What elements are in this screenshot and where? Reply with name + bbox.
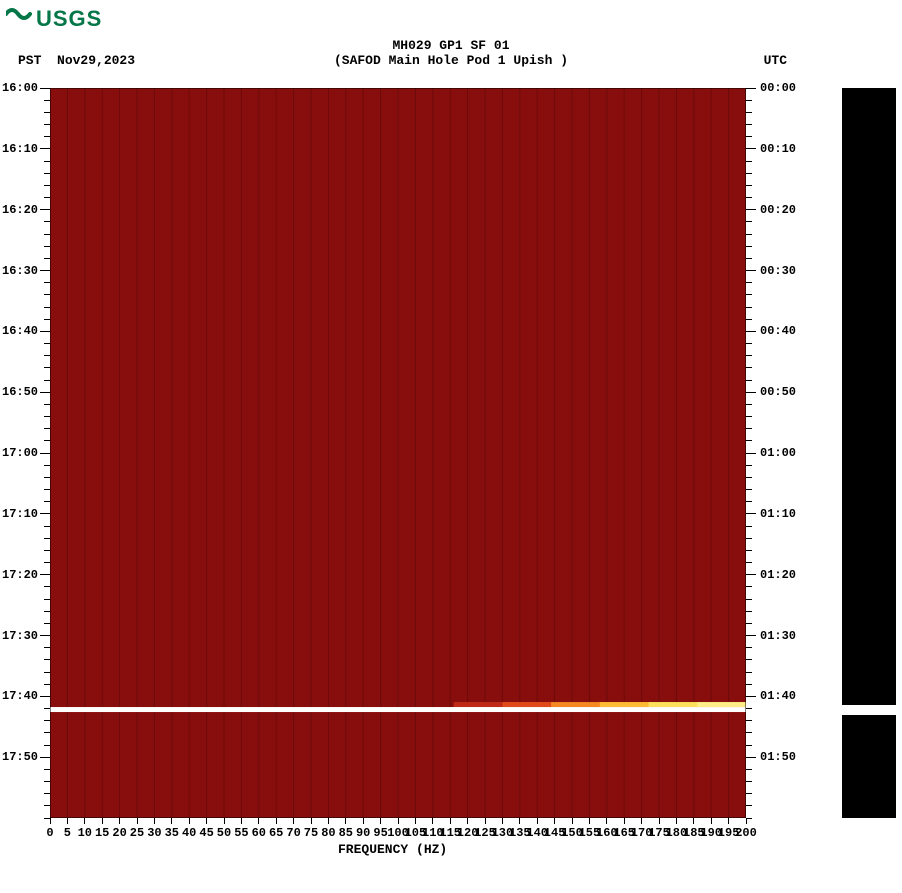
side-panel-top [842, 88, 896, 705]
x-tick-label: 25 [130, 826, 144, 840]
y-left-label: 17:20 [2, 568, 38, 582]
x-tick-label: 75 [304, 826, 318, 840]
x-axis-label: FREQUENCY (HZ) [338, 842, 447, 857]
header-right: UTC [764, 53, 787, 68]
x-tick-label: 30 [147, 826, 161, 840]
y-right-label: 01:50 [760, 750, 796, 764]
title-line1: MH029 GP1 SF 01 [0, 38, 902, 53]
y-left-label: 16:50 [2, 385, 38, 399]
x-tick-label: 95 [373, 826, 387, 840]
svg-text:USGS: USGS [36, 6, 102, 31]
y-right-label: 01:20 [760, 568, 796, 582]
side-colorbar [842, 88, 896, 818]
y-left-label: 16:20 [2, 203, 38, 217]
x-tick-label: 65 [269, 826, 283, 840]
y-left-label: 16:00 [2, 81, 38, 95]
x-tick-label: 0 [46, 826, 53, 840]
y-right-label: 01:00 [760, 446, 796, 460]
x-tick-label: 60 [252, 826, 266, 840]
y-right-label: 00:30 [760, 264, 796, 278]
y-left-label: 16:40 [2, 324, 38, 338]
side-panel-bottom [842, 715, 896, 818]
x-tick-label: 15 [95, 826, 109, 840]
x-tick-label: 55 [234, 826, 248, 840]
right-tz: UTC [764, 53, 787, 68]
x-tick-label: 40 [182, 826, 196, 840]
y-left-label: 17:10 [2, 507, 38, 521]
y-left-label: 16:30 [2, 264, 38, 278]
y-left-label: 17:00 [2, 446, 38, 460]
y-right-label: 01:40 [760, 689, 796, 703]
left-date: Nov29,2023 [57, 53, 135, 68]
plot-svg [50, 88, 746, 818]
header-left: PST Nov29,2023 [18, 53, 135, 68]
y-right-label: 00:20 [760, 203, 796, 217]
y-right-label: 01:30 [760, 629, 796, 643]
y-left-label: 17:40 [2, 689, 38, 703]
x-tick-label: 20 [112, 826, 126, 840]
left-tz: PST [18, 53, 41, 68]
x-tick-label: 45 [199, 826, 213, 840]
y-left-label: 17:50 [2, 750, 38, 764]
y-right-label: 00:10 [760, 142, 796, 156]
x-tick-label: 50 [217, 826, 231, 840]
x-tick-label: 5 [64, 826, 71, 840]
usgs-logo: USGS [6, 4, 106, 32]
y-right-label: 00:00 [760, 81, 796, 95]
x-tick-label: 85 [339, 826, 353, 840]
y-left-label: 17:30 [2, 629, 38, 643]
x-tick-label: 70 [286, 826, 300, 840]
y-right-label: 01:10 [760, 507, 796, 521]
y-left-label: 16:10 [2, 142, 38, 156]
x-tick-label: 35 [165, 826, 179, 840]
x-tick-label: 80 [321, 826, 335, 840]
x-tick-label: 90 [356, 826, 370, 840]
y-right-label: 00:40 [760, 324, 796, 338]
x-tick-label: 10 [78, 826, 92, 840]
y-right-label: 00:50 [760, 385, 796, 399]
x-tick-label: 200 [735, 826, 757, 840]
spectrogram-chart: 16:0016:1016:2016:3016:4016:5017:0017:10… [50, 88, 746, 818]
